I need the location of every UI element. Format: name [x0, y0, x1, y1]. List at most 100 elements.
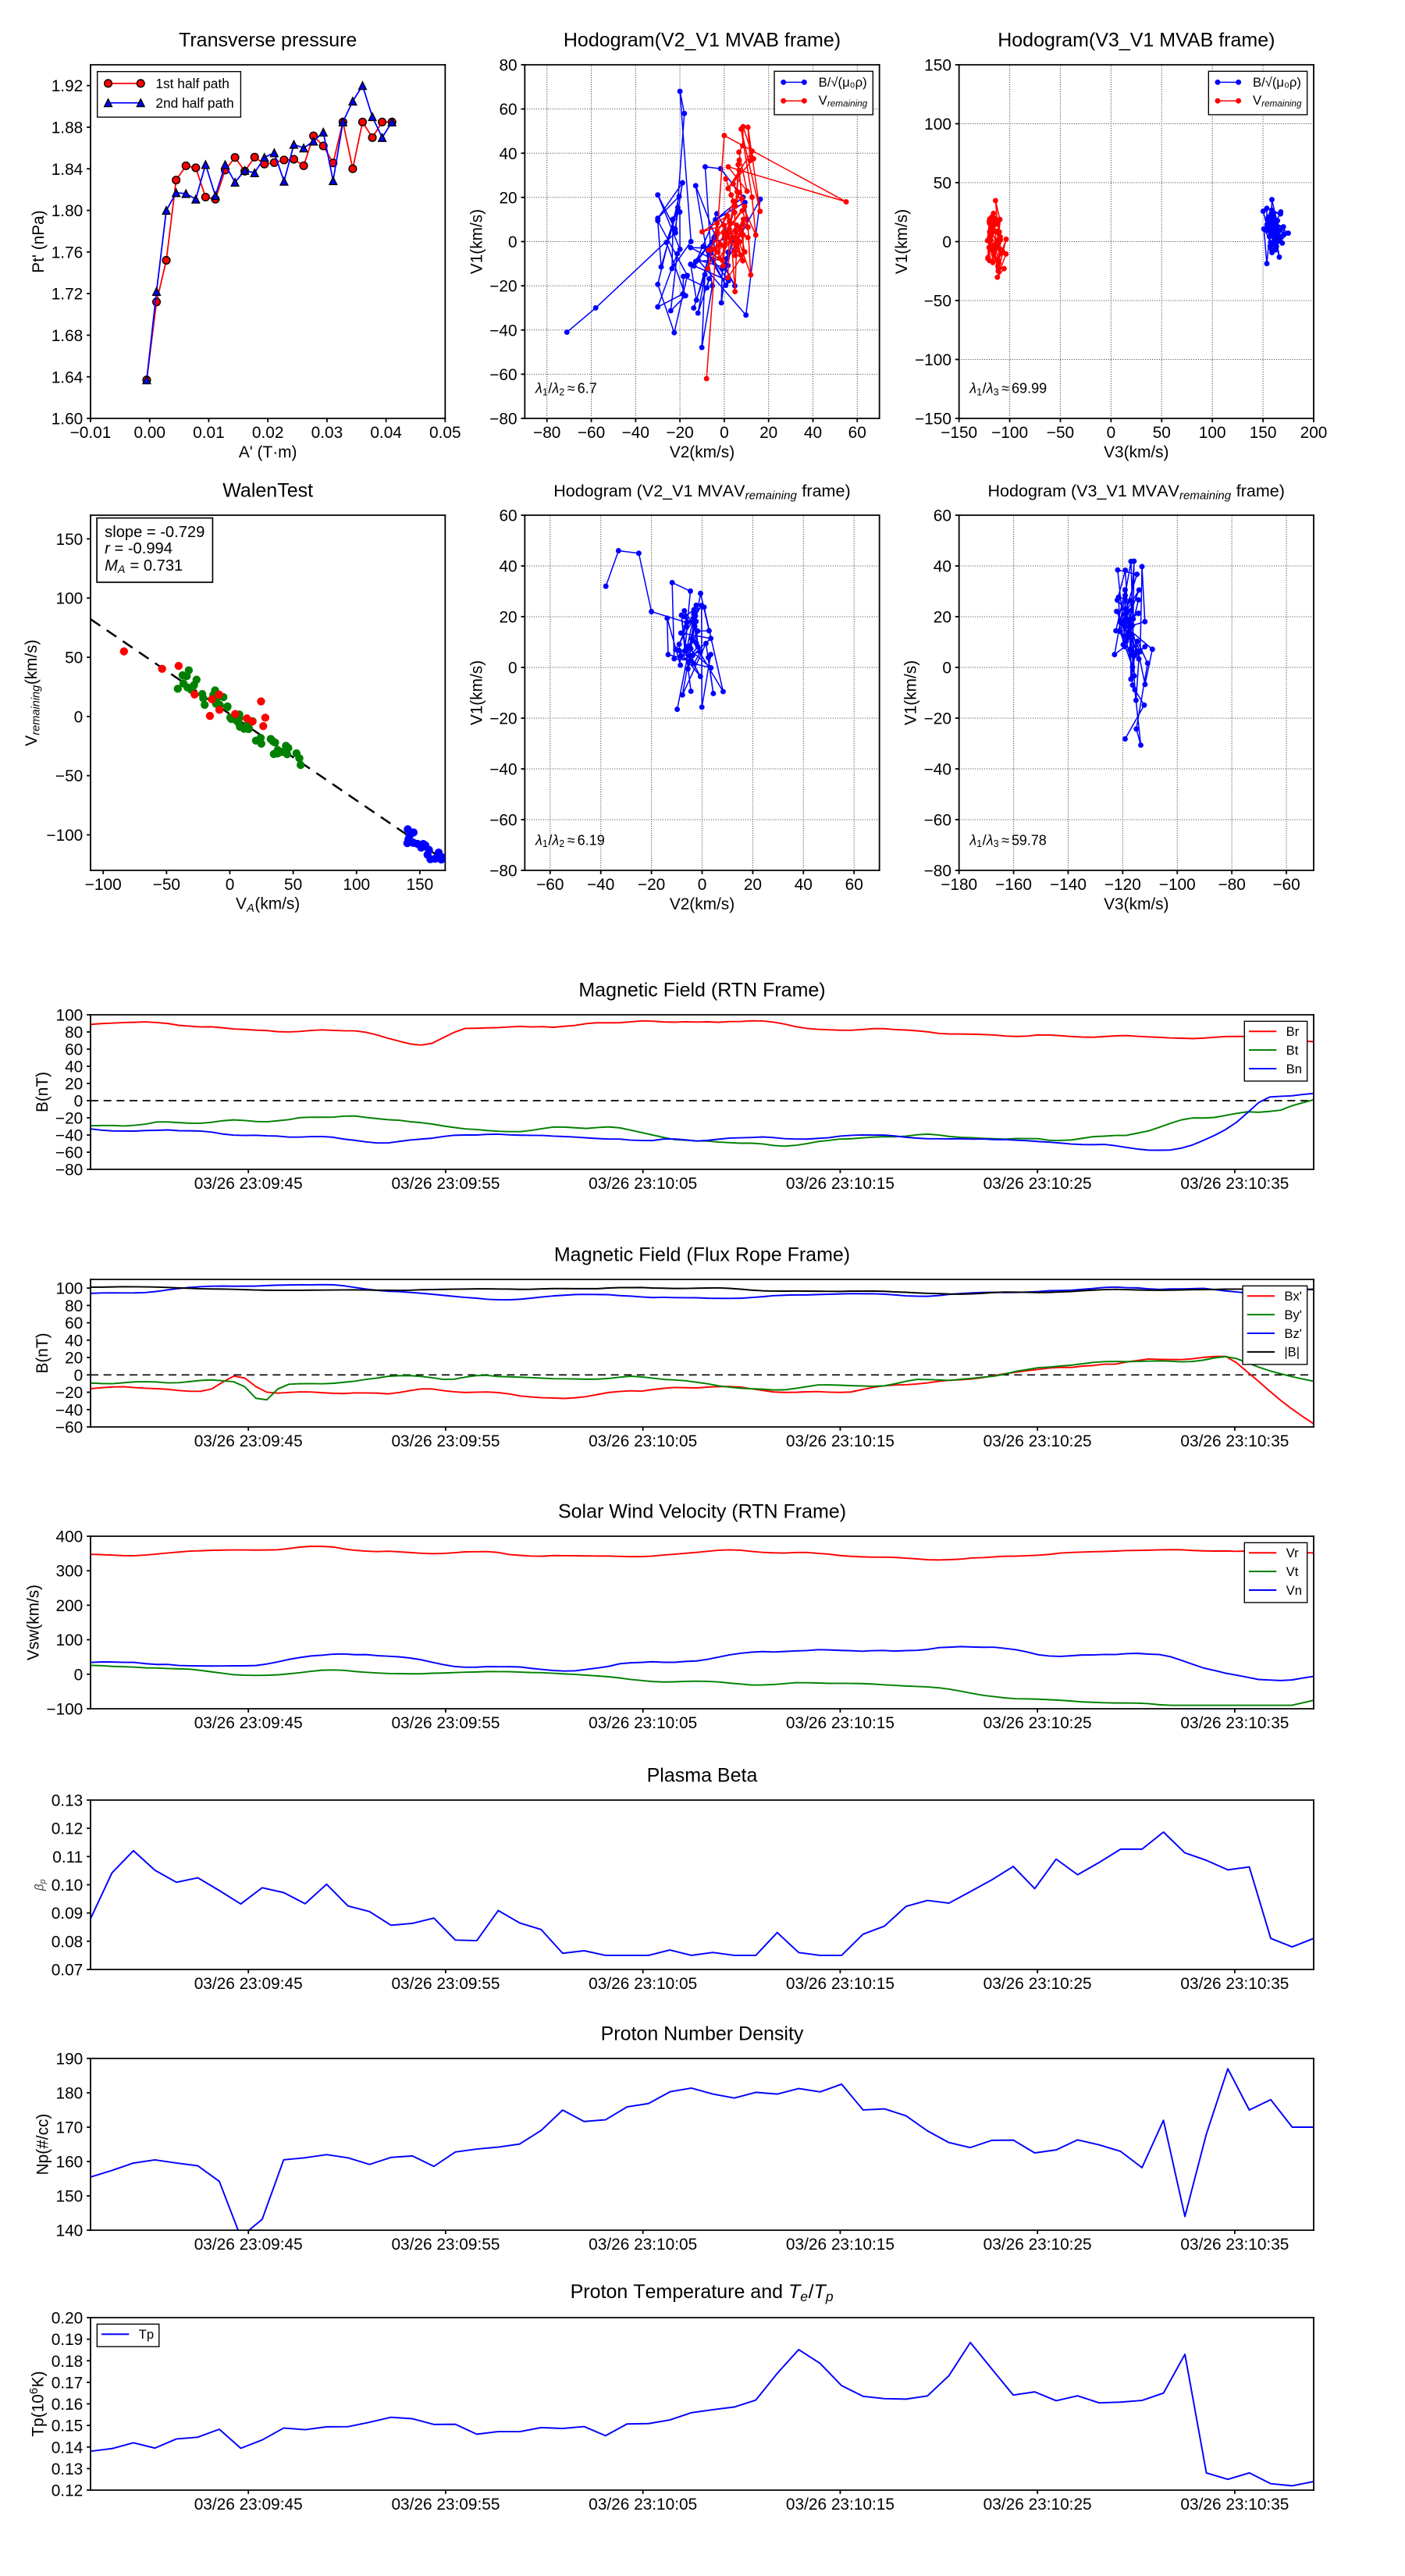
- svg-text:Br: Br: [1286, 1024, 1300, 1039]
- svg-text:03/26 23:09:45: 03/26 23:09:45: [194, 1432, 303, 1450]
- svg-text:03/26 23:10:35: 03/26 23:10:35: [1180, 1975, 1289, 1993]
- svg-text:400: 400: [56, 1528, 84, 1546]
- svg-text:WalenTest: WalenTest: [222, 479, 313, 501]
- svg-text:−150: −150: [915, 411, 951, 429]
- svg-text:0.07: 0.07: [52, 1962, 84, 1980]
- svg-text:λ λ 1 2: λ λ 1 2 / ≈ 6 . 1 9: [535, 829, 605, 851]
- svg-text:0: 0: [942, 233, 951, 251]
- svg-text:20: 20: [759, 424, 777, 442]
- svg-text:03/26 23:10:35: 03/26 23:10:35: [1180, 1175, 1289, 1193]
- svg-text:−120: −120: [1104, 876, 1141, 894]
- svg-text:1st half path: 1st half path: [155, 76, 229, 91]
- svg-text:03/26 23:09:55: 03/26 23:09:55: [391, 1175, 500, 1193]
- svg-text:−60: −60: [578, 424, 605, 442]
- svg-text:1.72: 1.72: [52, 286, 84, 304]
- svg-text:−20: −20: [666, 424, 693, 442]
- svg-text:−80: −80: [533, 424, 560, 442]
- svg-text:−60: −60: [1272, 876, 1300, 894]
- svg-text:03/26 23:10:25: 03/26 23:10:25: [984, 2236, 1092, 2254]
- svg-text:40: 40: [795, 876, 813, 894]
- svg-text:H o d o: H o d o g r a m ( V 3 _ V 1 M V A V f r …: [988, 481, 1289, 503]
- svg-text:−40: −40: [55, 1401, 83, 1419]
- svg-text:Hodogram(V2_V1 MVAB frame): Hodogram(V2_V1 MVAB frame): [564, 29, 841, 51]
- svg-text:λ λ 1 3: λ λ 1 3 / ≈ 5 9 . 7 8: [969, 829, 1047, 851]
- svg-text:03/26 23:10:05: 03/26 23:10:05: [589, 1714, 697, 1732]
- svg-text:50: 50: [1153, 424, 1171, 442]
- svg-text:0.12: 0.12: [52, 1820, 84, 1838]
- svg-text:60: 60: [499, 507, 517, 525]
- svg-text:−40: −40: [622, 424, 649, 442]
- svg-text:160: 160: [56, 2154, 84, 2172]
- svg-text:40: 40: [65, 1332, 83, 1350]
- svg-text:03/26 23:09:45: 03/26 23:09:45: [194, 1714, 303, 1732]
- svg-text:03/26 23:09:55: 03/26 23:09:55: [391, 1432, 500, 1450]
- svg-text:40: 40: [65, 1059, 83, 1076]
- svg-text:−20: −20: [55, 1384, 83, 1402]
- svg-text:0.16: 0.16: [52, 2396, 84, 2414]
- svg-text:03/26 23:10:05: 03/26 23:10:05: [589, 2496, 697, 2514]
- svg-text:50: 50: [284, 876, 302, 894]
- svg-text:0.08: 0.08: [52, 1933, 84, 1951]
- svg-text:100: 100: [56, 590, 84, 608]
- svg-text:0: 0: [720, 424, 729, 442]
- svg-text:60: 60: [65, 1315, 83, 1332]
- svg-text:−100: −100: [46, 1701, 83, 1719]
- svg-text:Np(#/cc): Np(#/cc): [34, 2114, 52, 2176]
- svg-text:200: 200: [1300, 424, 1328, 442]
- svg-text:|B|: |B|: [1284, 1345, 1300, 1360]
- svg-text:03/26 23:10:05: 03/26 23:10:05: [589, 1432, 697, 1450]
- svg-text:−50: −50: [924, 293, 951, 311]
- svg-text:80: 80: [499, 57, 517, 75]
- svg-text:Pt' (nPa): Pt' (nPa): [30, 210, 48, 272]
- svg-text:20: 20: [65, 1350, 83, 1368]
- svg-text:40: 40: [934, 558, 951, 576]
- svg-text:0.17: 0.17: [52, 2374, 84, 2392]
- svg-text:0.05: 0.05: [429, 424, 461, 442]
- svg-text:V ( k m: V ( k m / s ) A: [236, 894, 304, 915]
- svg-text:Magnetic Field (RTN Frame): Magnetic Field (RTN Frame): [578, 979, 825, 1001]
- svg-text:1.76: 1.76: [52, 244, 84, 262]
- svg-text:03/26 23:09:55: 03/26 23:09:55: [391, 1714, 500, 1732]
- svg-text:Bt: Bt: [1286, 1043, 1299, 1058]
- svg-text:0: 0: [1107, 424, 1116, 442]
- svg-text:1.88: 1.88: [52, 119, 84, 137]
- svg-text:03/26 23:10:25: 03/26 23:10:25: [984, 1714, 1092, 1732]
- svg-text:03/26 23:10:05: 03/26 23:10:05: [589, 1175, 697, 1193]
- svg-text:0: 0: [74, 1666, 84, 1684]
- svg-text:03/26 23:10:25: 03/26 23:10:25: [984, 1175, 1092, 1193]
- svg-text:−60: −60: [924, 812, 951, 830]
- svg-text:0: 0: [698, 876, 707, 894]
- svg-text:40: 40: [499, 145, 517, 163]
- svg-text:03/26 23:10:15: 03/26 23:10:15: [786, 1975, 895, 1993]
- svg-text:1.60: 1.60: [52, 411, 84, 429]
- svg-text:0.02: 0.02: [252, 424, 284, 442]
- svg-text:λ λ 1 3: λ λ 1 3 / ≈ 6 9 . 9 9: [969, 377, 1047, 399]
- svg-text:20: 20: [499, 609, 517, 627]
- svg-text:H o d o: H o d o g r a m ( V 2 _ V 1 M V A V f r …: [553, 481, 855, 503]
- svg-text:0: 0: [508, 233, 518, 251]
- svg-text:1.80: 1.80: [52, 202, 84, 220]
- svg-text:Vr: Vr: [1286, 1546, 1299, 1560]
- svg-text:−100: −100: [46, 827, 83, 845]
- svg-text:80: 80: [65, 1297, 83, 1315]
- svg-text:−40: −40: [489, 322, 517, 340]
- svg-text:−160: −160: [995, 876, 1032, 894]
- svg-text:0: 0: [942, 660, 951, 678]
- svg-text:By': By': [1284, 1308, 1302, 1322]
- svg-text:−80: −80: [489, 411, 517, 429]
- svg-text:0: 0: [508, 660, 518, 678]
- svg-text:V1(km/s): V1(km/s): [902, 660, 920, 725]
- svg-text:80: 80: [65, 1024, 83, 1042]
- svg-text:B/√(μ₀ρ): B/√(μ₀ρ): [819, 75, 867, 90]
- svg-text:−60: −60: [536, 876, 564, 894]
- svg-text:1.92: 1.92: [52, 77, 84, 95]
- svg-text:20: 20: [65, 1076, 83, 1094]
- svg-text:Proton Number Density: Proton Number Density: [601, 2023, 804, 2044]
- svg-text:0.03: 0.03: [311, 424, 343, 442]
- svg-text:−60: −60: [489, 812, 517, 830]
- svg-text:300: 300: [56, 1563, 84, 1581]
- svg-text:100: 100: [924, 116, 951, 133]
- svg-text:03/26 23:10:15: 03/26 23:10:15: [786, 2496, 895, 2514]
- svg-text:60: 60: [845, 876, 863, 894]
- svg-text:Vn: Vn: [1286, 1583, 1302, 1598]
